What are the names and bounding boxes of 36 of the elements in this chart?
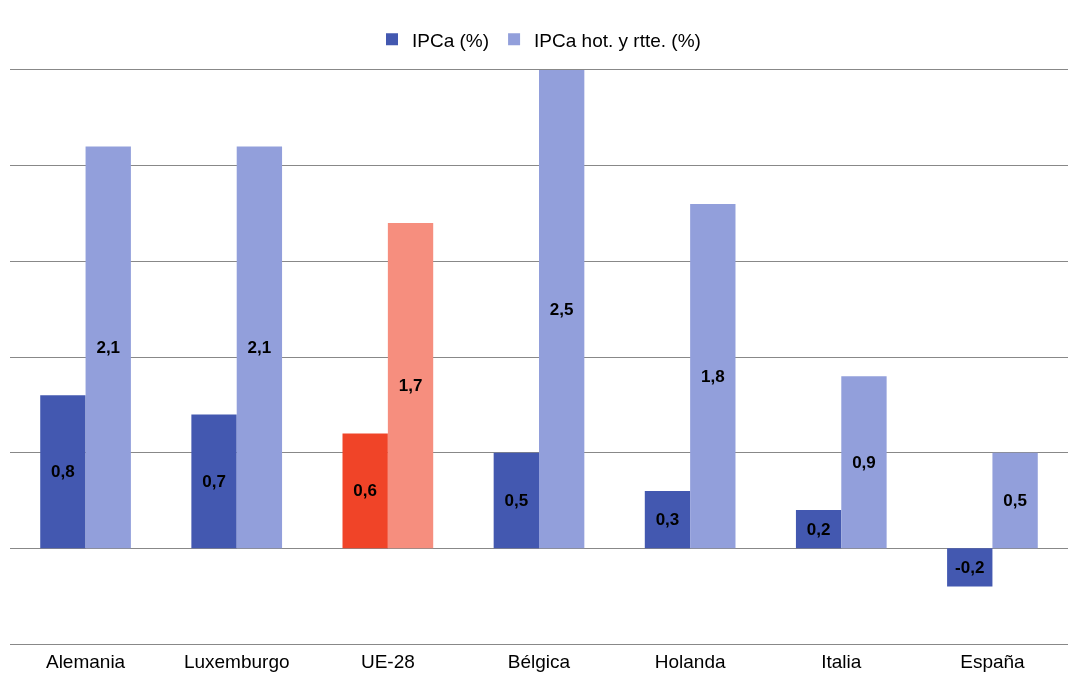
data-label: 0,7 <box>202 471 226 491</box>
x-tick-label: Luxemburgo <box>183 650 290 672</box>
data-label: 0,5 <box>504 491 529 510</box>
bar <box>342 433 388 549</box>
bar <box>690 203 736 549</box>
bar <box>947 548 993 587</box>
data-label: 1,7 <box>398 376 423 396</box>
x-tick-label: Italia <box>821 650 862 672</box>
x-tick-label: Holanda <box>654 650 726 672</box>
data-label: 0,2 <box>806 519 831 539</box>
bar <box>236 146 283 549</box>
data-label: 2,1 <box>247 337 272 357</box>
legend-label: IPCa (%) <box>412 29 490 51</box>
data-label: 0,6 <box>353 481 378 501</box>
data-label: 0,5 <box>1003 491 1027 510</box>
x-tick-label: UE-28 <box>360 650 415 672</box>
data-label: 0,3 <box>655 510 680 530</box>
bar <box>841 376 887 549</box>
data-label: 0,8 <box>51 462 75 482</box>
legend-label: IPCa hot. y rtte. (%) <box>534 29 701 51</box>
data-label: 1,8 <box>700 366 725 386</box>
x-tick-label: Bélgica <box>507 650 571 672</box>
bar <box>40 395 86 549</box>
bar <box>387 223 434 549</box>
bar <box>85 146 131 549</box>
bar <box>992 452 1038 549</box>
data-label: 2,5 <box>549 299 574 319</box>
bar <box>539 70 585 549</box>
data-label: 2,1 <box>96 337 121 357</box>
bar <box>191 414 237 549</box>
x-tick-label: Alemania <box>45 650 126 672</box>
x-tick-label: España <box>960 650 1026 672</box>
data-label: -0,2 <box>955 557 985 577</box>
bar <box>493 452 539 549</box>
bar <box>644 490 691 549</box>
data-label: 0,9 <box>852 452 876 472</box>
